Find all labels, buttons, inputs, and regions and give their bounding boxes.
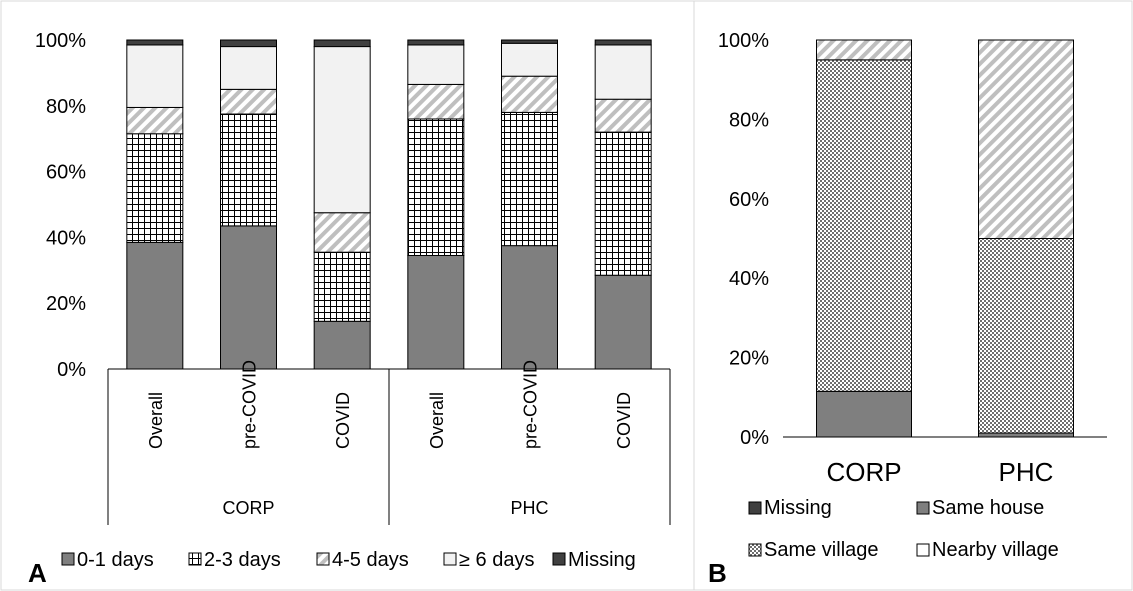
bar-segment-gte-6-days bbox=[594, 44, 652, 100]
legend-swatch-2-3-days bbox=[188, 552, 202, 566]
bar-segment-gte-6-days bbox=[313, 46, 371, 214]
legend-swatch-missing bbox=[748, 501, 762, 515]
panel-a-legend: 0-1 days 2-3 days 4-5 days ≥ 6 days Missing bbox=[61, 549, 636, 571]
bar-segment-missing bbox=[407, 39, 465, 46]
bar-segment-same-village bbox=[978, 238, 1074, 434]
panel-b-bars bbox=[816, 39, 1074, 438]
bar-segment-same-village bbox=[816, 59, 912, 392]
legend-label-0-1-days: 0-1 days bbox=[77, 549, 154, 571]
legend-label-4-5-days: 4-5 days bbox=[332, 549, 409, 571]
bar-segment-0-1-days bbox=[407, 254, 465, 370]
panel-a-x-axis: CORP PHC Overall pre-COVID COVID Overall pre-C… bbox=[107, 360, 671, 525]
panel-a-category-label: Overall bbox=[427, 392, 447, 449]
bar-segment-0-1-days bbox=[126, 241, 184, 370]
panel-b-letter: B bbox=[708, 558, 727, 588]
bar-segment-gte-6-days bbox=[501, 42, 558, 77]
legend-swatch-nearby-village bbox=[916, 543, 930, 557]
bar-segment-4-5-days bbox=[501, 75, 558, 113]
bar-segment-missing bbox=[501, 39, 558, 44]
panel-a: 0% 20% 40% 60% 80% 100% CORP PHC Overall pre-COV… bbox=[28, 30, 671, 588]
bar-segment-missing bbox=[313, 39, 371, 48]
bar-segment-4-5-days bbox=[220, 88, 277, 115]
panel-a-y-tick-label: 40% bbox=[46, 227, 86, 249]
bar-segment-0-1-days bbox=[594, 274, 652, 370]
legend-label-same-house: Same house bbox=[932, 497, 1044, 519]
legend-swatch-same-village bbox=[748, 543, 762, 557]
panel-a-y-tick-label: 20% bbox=[46, 293, 86, 315]
bar-segment-4-5-days bbox=[126, 106, 184, 135]
legend-label-missing: Missing bbox=[764, 497, 832, 519]
panel-b-legend: Missing Same house Same village Nearby vill… bbox=[748, 497, 1059, 561]
panel-a-category-label: COVID bbox=[333, 392, 353, 449]
bar-segment-gte-6-days bbox=[126, 44, 184, 108]
bar-segment-4-5-days bbox=[594, 98, 652, 133]
panel-a-bars bbox=[126, 39, 652, 370]
bar-segment-0-1-days bbox=[501, 245, 558, 370]
bar-segment-2-3-days bbox=[126, 133, 184, 243]
panel-a-group-label: PHC bbox=[510, 498, 548, 518]
panel-b-category-label: CORP bbox=[826, 457, 901, 487]
legend-swatch-missing bbox=[552, 552, 566, 566]
legend-label-nearby-village: Nearby village bbox=[932, 539, 1059, 561]
legend-label-gte-6-days: ≥ 6 days bbox=[459, 549, 534, 571]
panel-b-frame bbox=[693, 0, 1133, 591]
legend-swatch-same-house bbox=[916, 501, 930, 515]
panel-a-y-tick-label: 0% bbox=[57, 359, 86, 381]
panel-b-y-tick-label: 80% bbox=[729, 109, 769, 131]
bar-segment-missing bbox=[126, 39, 184, 46]
panel-b-category-label: PHC bbox=[999, 457, 1054, 487]
panel-b-x-axis: CORP PHC bbox=[783, 436, 1107, 487]
bar-segment-2-3-days bbox=[407, 118, 465, 256]
bar-segment-0-1-days bbox=[220, 225, 277, 370]
legend-swatch-0-1-days bbox=[61, 552, 75, 566]
legend-swatch-gte-6-days bbox=[443, 552, 457, 566]
panel-b-y-tick-label: 60% bbox=[729, 189, 769, 211]
panel-b-y-tick-label: 0% bbox=[740, 427, 769, 449]
panel-b-y-tick-label: 100% bbox=[718, 30, 769, 52]
legend-swatch-4-5-days bbox=[316, 552, 330, 566]
panel-a-y-tick-label: 60% bbox=[46, 162, 86, 184]
bar-segment-missing bbox=[594, 39, 652, 46]
panel-a-y-tick-label: 100% bbox=[35, 30, 86, 52]
bar-segment-2-3-days bbox=[313, 251, 371, 322]
bar-segment-nearby-village bbox=[978, 39, 1074, 239]
legend-label-2-3-days: 2-3 days bbox=[204, 549, 281, 571]
panel-a-group-label: CORP bbox=[222, 498, 274, 518]
bar-segment-2-3-days bbox=[501, 111, 558, 247]
bar-segment-gte-6-days bbox=[220, 46, 277, 90]
panel-b: 0% 20% 40% 60% 80% 100% CORP PHC Missing Same h… bbox=[708, 30, 1107, 588]
bar-segment-4-5-days bbox=[313, 212, 371, 253]
panel-b-y-axis: 0% 20% 40% 60% 80% 100% bbox=[718, 30, 769, 449]
bar-segment-same-house bbox=[816, 390, 912, 438]
panel-b-y-tick-label: 20% bbox=[729, 348, 769, 370]
panel-a-category-label: pre-COVID bbox=[240, 360, 260, 449]
bar-segment-2-3-days bbox=[220, 113, 277, 227]
panel-a-letter: A bbox=[28, 558, 47, 588]
panel-a-y-tick-label: 80% bbox=[46, 96, 86, 118]
panel-a-category-label: Overall bbox=[146, 392, 166, 449]
bar-segment-missing bbox=[220, 39, 277, 48]
bar-segment-gte-6-days bbox=[407, 44, 465, 85]
bar-segment-nearby-village bbox=[816, 39, 912, 61]
bar-segment-2-3-days bbox=[594, 131, 652, 276]
panel-a-category-label: COVID bbox=[614, 392, 634, 449]
legend-label-missing: Missing bbox=[568, 549, 636, 571]
bar-segment-same-house bbox=[978, 432, 1074, 438]
bar-segment-4-5-days bbox=[407, 83, 465, 120]
bar-segment-0-1-days bbox=[313, 320, 371, 370]
legend-label-same-village: Same village bbox=[764, 539, 879, 561]
panel-a-category-label: pre-COVID bbox=[521, 360, 541, 449]
panel-a-y-axis: 0% 20% 40% 60% 80% 100% bbox=[35, 30, 86, 381]
panel-b-y-tick-label: 40% bbox=[729, 268, 769, 290]
